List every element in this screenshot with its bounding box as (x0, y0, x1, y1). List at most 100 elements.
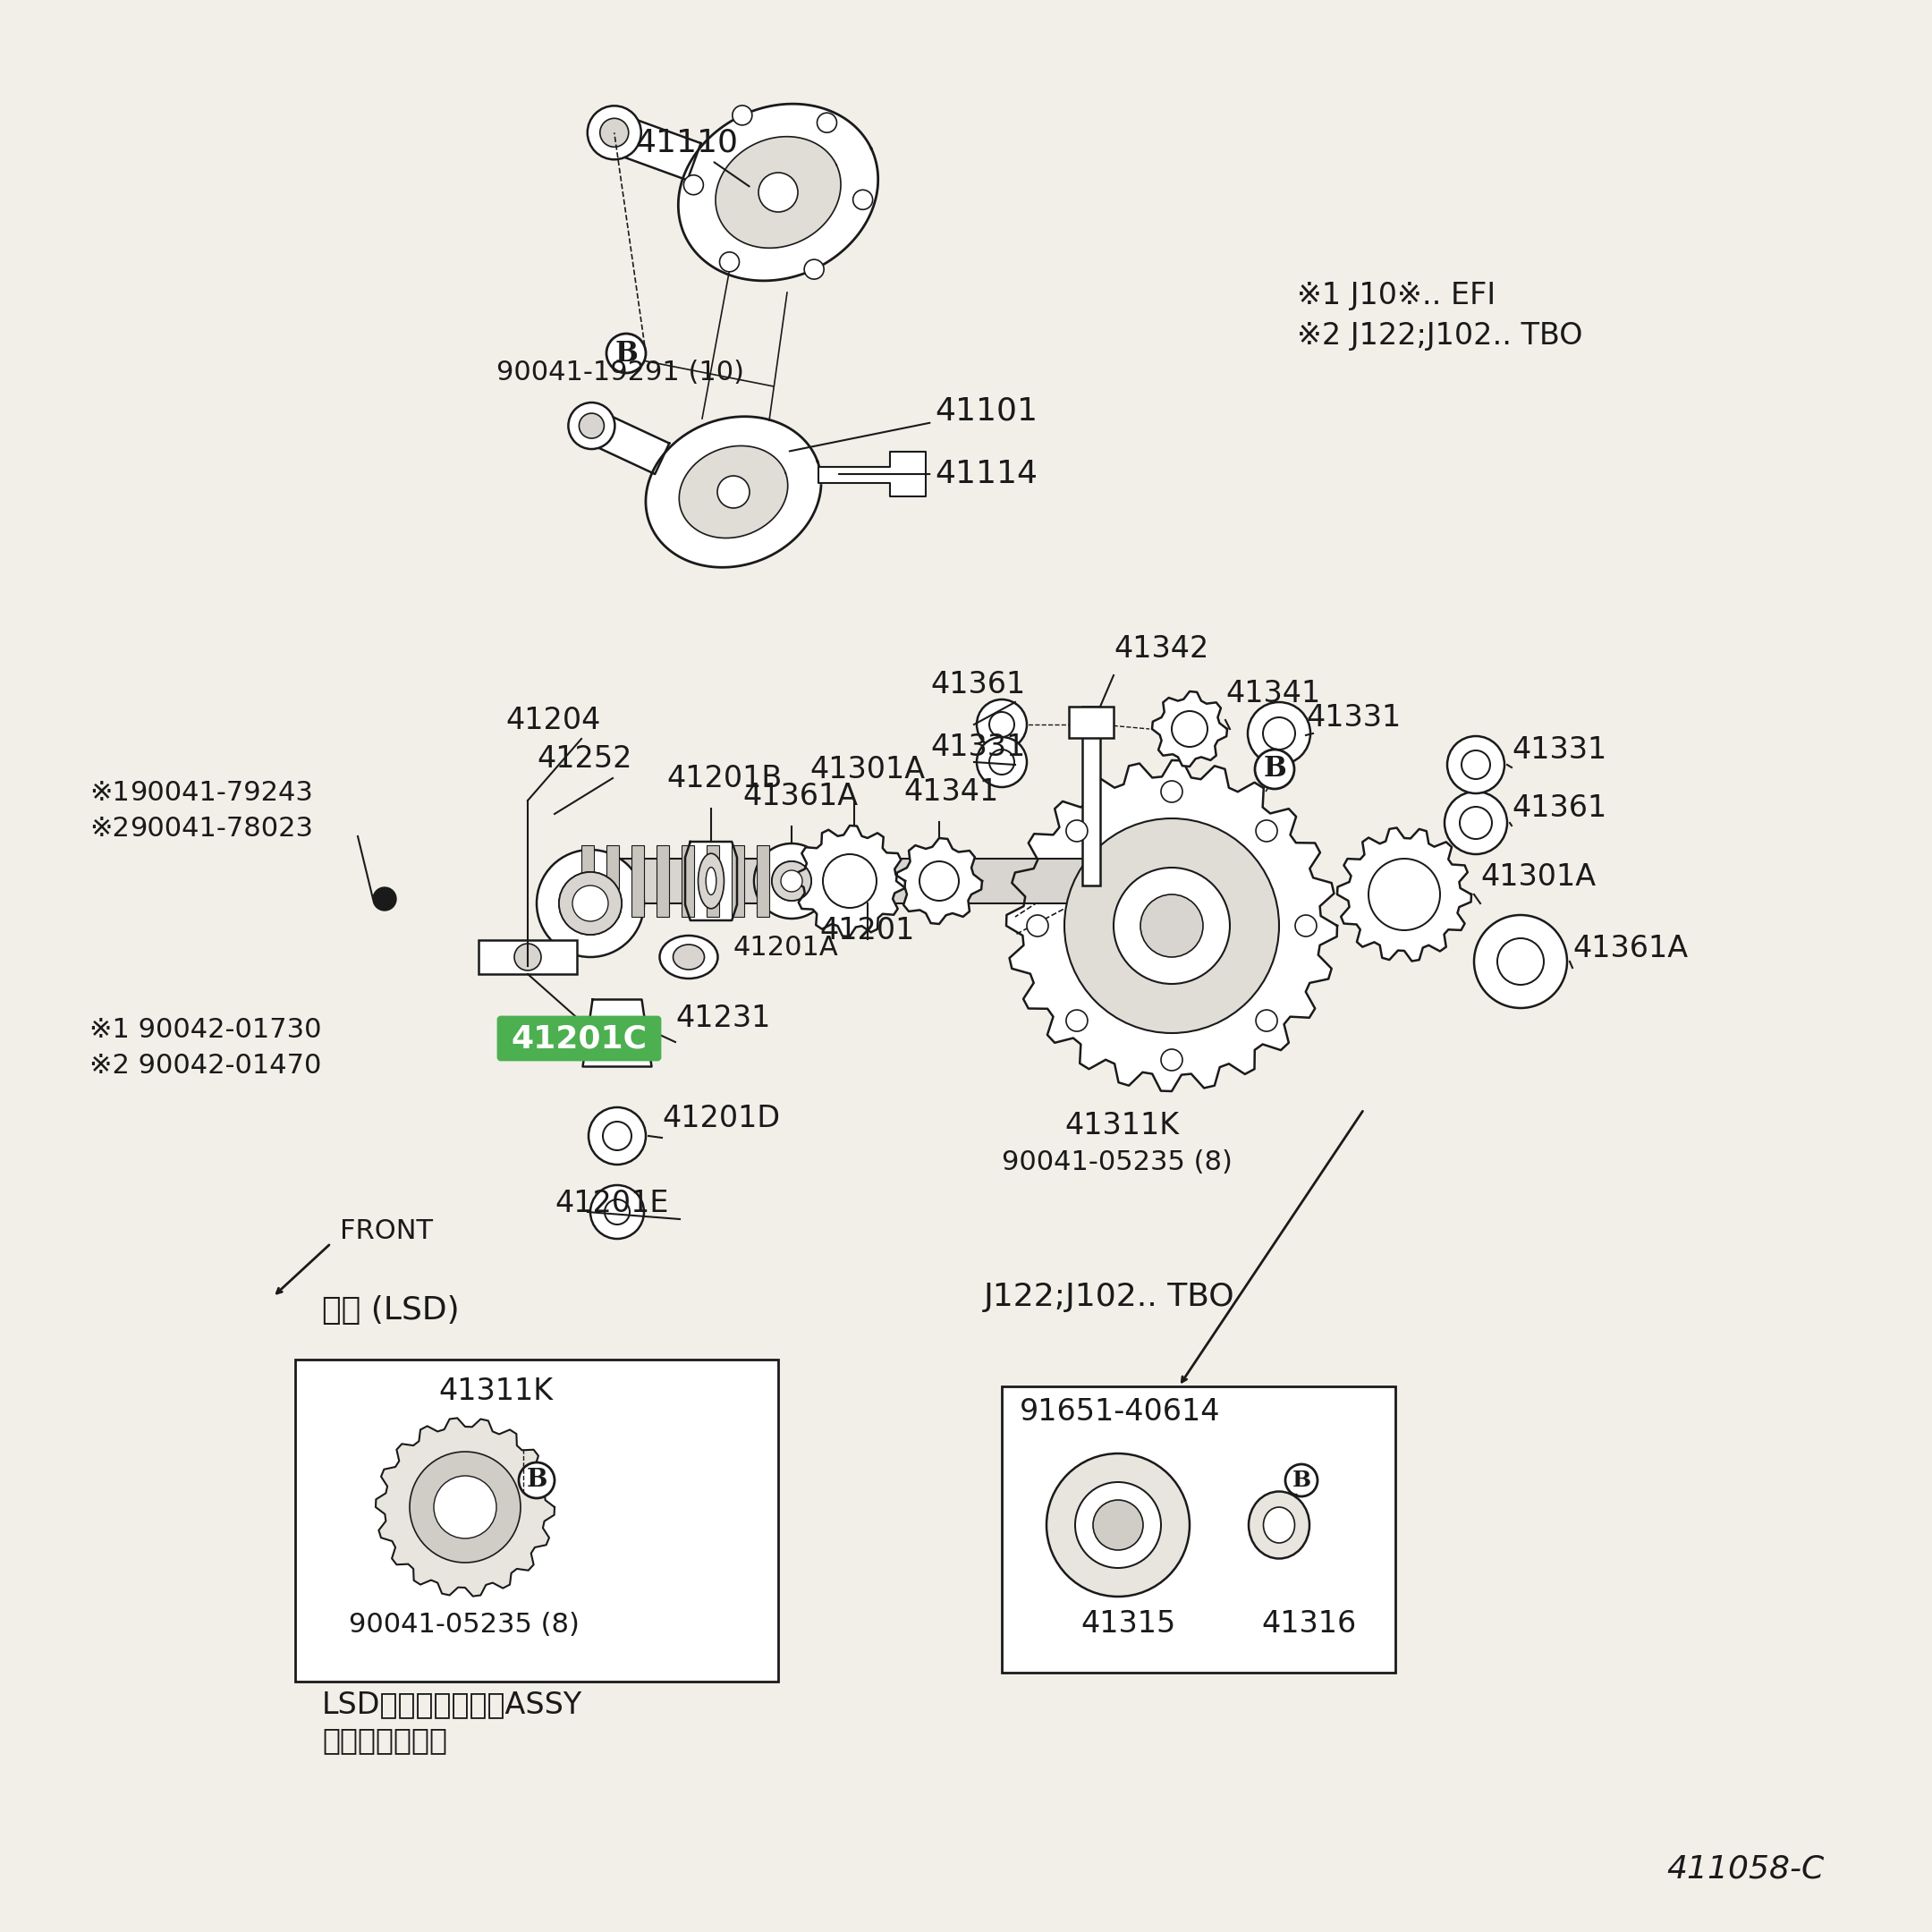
Circle shape (607, 334, 645, 373)
Text: 41341: 41341 (1225, 678, 1320, 709)
Polygon shape (1007, 761, 1337, 1092)
Text: 41204: 41204 (506, 705, 601, 736)
Bar (1003, 1387, 1395, 1673)
Text: 41341: 41341 (904, 777, 999, 808)
Circle shape (1474, 916, 1567, 1009)
Circle shape (1461, 750, 1490, 779)
Bar (1068, 707, 1113, 738)
Circle shape (603, 1018, 632, 1047)
Polygon shape (607, 114, 701, 180)
Bar (657, 846, 668, 918)
Text: ※2: ※2 (89, 815, 129, 842)
Circle shape (978, 699, 1026, 750)
Text: 41201: 41201 (819, 916, 916, 945)
Polygon shape (794, 825, 906, 937)
Text: FRONT: FRONT (340, 1219, 433, 1244)
Circle shape (1294, 916, 1316, 937)
Polygon shape (678, 104, 877, 280)
Circle shape (587, 106, 641, 160)
Circle shape (572, 885, 609, 922)
Circle shape (989, 750, 1014, 775)
Text: 41114: 41114 (838, 458, 1037, 489)
Circle shape (601, 118, 628, 147)
Bar (732, 846, 744, 918)
Polygon shape (819, 452, 925, 497)
Text: 41361: 41361 (1511, 794, 1607, 823)
Text: 41342: 41342 (1113, 634, 1209, 665)
Text: 90041-19291 (10): 90041-19291 (10) (497, 359, 744, 386)
Text: 90041-05235 (8): 90041-05235 (8) (1003, 1150, 1233, 1175)
Circle shape (537, 850, 643, 956)
Circle shape (1497, 939, 1544, 985)
Text: LSD付はデフケースASSY: LSD付はデフケースASSY (323, 1690, 582, 1719)
Polygon shape (715, 137, 840, 247)
Polygon shape (680, 446, 788, 537)
Text: 41331: 41331 (929, 732, 1026, 761)
Polygon shape (896, 838, 981, 923)
Circle shape (591, 1184, 643, 1238)
Circle shape (1065, 819, 1279, 1034)
Text: B: B (1293, 1470, 1312, 1492)
Text: 41361: 41361 (929, 670, 1026, 699)
Text: ※1: ※1 (89, 781, 129, 806)
Bar (479, 941, 578, 974)
Text: 41316: 41316 (1262, 1609, 1356, 1638)
Circle shape (1248, 701, 1310, 765)
Bar (296, 1360, 779, 1681)
Text: 41110: 41110 (636, 128, 750, 185)
Polygon shape (645, 417, 821, 568)
Circle shape (719, 251, 740, 272)
Text: 41315: 41315 (1080, 1609, 1175, 1638)
Circle shape (1256, 821, 1277, 842)
Bar (1082, 707, 1099, 885)
Text: ※2 J122;J102.. TBO: ※2 J122;J102.. TBO (1296, 321, 1582, 350)
Text: 41301A: 41301A (1480, 862, 1596, 893)
Circle shape (989, 713, 1014, 736)
Circle shape (373, 887, 396, 910)
Bar (572, 858, 1092, 904)
Circle shape (1445, 792, 1507, 854)
Circle shape (514, 943, 541, 970)
Circle shape (1066, 821, 1088, 842)
Circle shape (732, 106, 752, 126)
Circle shape (753, 844, 829, 918)
Circle shape (1161, 1049, 1182, 1070)
Bar (607, 846, 618, 918)
Text: 411058-C: 411058-C (1667, 1855, 1824, 1884)
Circle shape (1171, 711, 1208, 748)
Circle shape (1074, 1482, 1161, 1569)
Circle shape (823, 854, 877, 908)
Circle shape (817, 112, 837, 133)
Circle shape (1368, 858, 1439, 929)
Text: 41201D: 41201D (663, 1103, 781, 1134)
Circle shape (1161, 781, 1182, 802)
Circle shape (773, 862, 811, 900)
Circle shape (580, 413, 605, 439)
Text: 41331: 41331 (1511, 736, 1607, 765)
FancyBboxPatch shape (498, 1016, 661, 1061)
Circle shape (759, 172, 798, 213)
Circle shape (558, 871, 622, 935)
Text: 41231: 41231 (676, 1003, 771, 1034)
Circle shape (520, 1463, 554, 1497)
Circle shape (1447, 736, 1505, 794)
Circle shape (1066, 1010, 1088, 1032)
Text: B: B (1264, 755, 1287, 782)
Bar (682, 846, 694, 918)
Text: 41101: 41101 (790, 396, 1037, 452)
Text: B: B (526, 1468, 547, 1492)
Circle shape (1461, 808, 1492, 838)
Circle shape (1026, 916, 1049, 937)
Circle shape (1264, 717, 1294, 750)
Ellipse shape (1264, 1507, 1294, 1544)
Polygon shape (375, 1418, 554, 1596)
Circle shape (1256, 1010, 1277, 1032)
Circle shape (410, 1451, 520, 1563)
Text: 41252: 41252 (537, 744, 632, 773)
Polygon shape (1151, 692, 1227, 767)
Ellipse shape (1248, 1492, 1310, 1559)
Circle shape (603, 1122, 632, 1150)
Circle shape (1113, 867, 1231, 983)
Circle shape (1047, 1453, 1190, 1596)
Circle shape (773, 862, 811, 900)
